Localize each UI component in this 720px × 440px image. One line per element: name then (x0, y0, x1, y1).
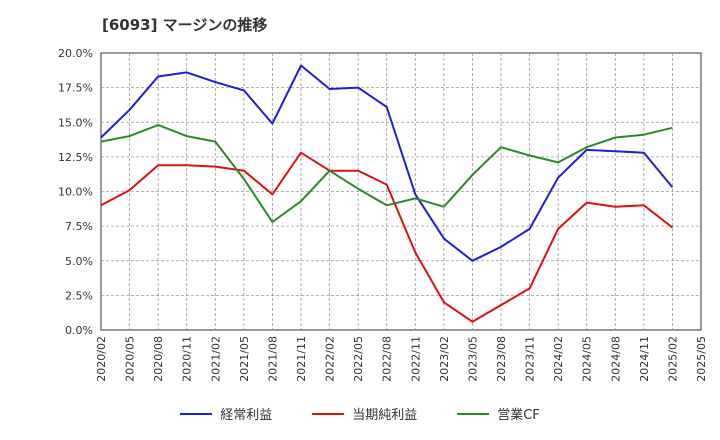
x-tick-label: 2023/02 (438, 336, 451, 382)
line-chart: 0.0% 2.5% 5.0% 7.5% 10.0% 12.5% 15.0% 17.5% 20.0… (58, 47, 708, 382)
x-tick-label: 2021/11 (295, 336, 308, 382)
x-tick-label: 2024/08 (609, 336, 622, 382)
series-line-3 (100, 124, 673, 223)
y-tick-label: 12.5% (58, 151, 93, 164)
x-tick-label: 2020/02 (95, 336, 108, 382)
x-tick-label: 2023/05 (466, 336, 479, 382)
y-tick-label: 7.5% (65, 220, 93, 233)
x-tick-label: 2020/05 (124, 336, 137, 382)
x-tick-label: 2024/02 (552, 336, 565, 382)
y-tick-label: 0.0% (65, 324, 93, 337)
legend-swatch (312, 412, 345, 415)
y-tick-label: 10.0% (58, 186, 93, 199)
legend-item-1: 経常利益 (180, 404, 272, 423)
x-tick-label: 2025/05 (695, 336, 708, 382)
legend-swatch (180, 412, 213, 415)
y-tick-label: 20.0% (58, 47, 93, 60)
x-tick-label: 2021/02 (209, 336, 222, 382)
y-tick-label: 5.0% (65, 255, 93, 268)
x-tick-label: 2023/08 (495, 336, 508, 382)
x-tick-label: 2024/11 (638, 336, 651, 382)
x-tick-label: 2022/08 (381, 336, 394, 382)
x-tick-label: 2022/02 (324, 336, 337, 382)
legend-label: 当期純利益 (352, 408, 418, 423)
legend: 経常利益 当期純利益 営業CF (0, 404, 720, 423)
series-line-2 (100, 151, 674, 323)
legend-label: 営業CF (497, 408, 540, 423)
x-tick-label: 2020/08 (152, 336, 165, 382)
y-tick-label: 2.5% (65, 289, 93, 302)
legend-item-3: 営業CF (457, 404, 540, 423)
legend-swatch (457, 412, 490, 415)
legend-item-2: 当期純利益 (312, 404, 417, 423)
x-tick-label: 2022/11 (409, 336, 422, 382)
x-tick-label: 2021/05 (238, 336, 251, 382)
series-line-1 (100, 64, 674, 262)
x-tick-label: 2023/11 (524, 336, 537, 382)
y-tick-label: 17.5% (58, 82, 93, 95)
y-tick-label: 15.0% (58, 116, 93, 129)
legend-label: 経常利益 (220, 408, 273, 423)
x-tick-label: 2025/02 (666, 336, 679, 382)
x-tick-label: 2021/08 (266, 336, 279, 382)
x-tick-label: 2024/05 (581, 336, 594, 382)
x-tick-label: 2020/11 (181, 336, 194, 382)
x-tick-label: 2022/05 (352, 336, 365, 382)
chart-title: [6093] マージンの推移 (102, 16, 268, 34)
